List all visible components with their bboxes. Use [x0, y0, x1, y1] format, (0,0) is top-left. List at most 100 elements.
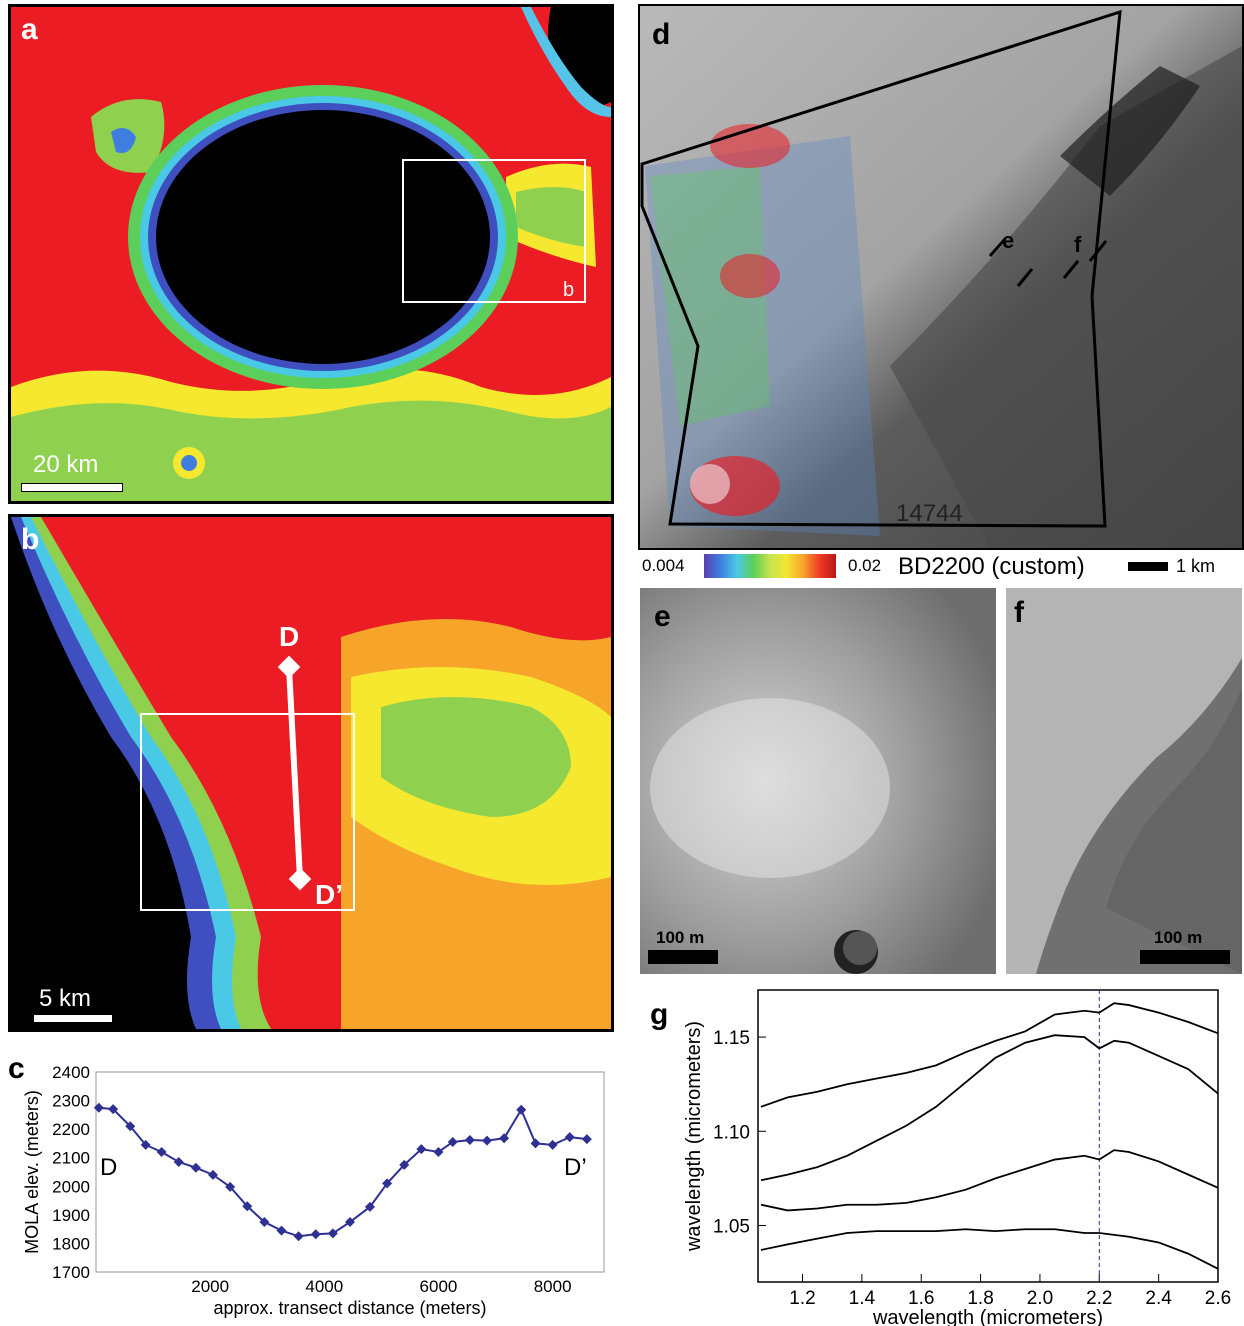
data-point	[276, 1225, 287, 1236]
panel-g-spectra: g 1.05 1.10 1.15 1.2 1.4 1.6 1.8 2.0 2.2 2.4 2.6 wa…	[640, 982, 1244, 1326]
x-axis-label: approx. transect distance (meters)	[213, 1298, 486, 1318]
data-point	[433, 1147, 444, 1157]
data-point	[208, 1169, 219, 1180]
panel-b-scale-bar	[33, 1014, 113, 1023]
data-point	[156, 1147, 167, 1157]
colorbar-max-label: 0.02	[848, 556, 882, 575]
panel-f-hirise	[1006, 588, 1242, 974]
panel-a-map	[11, 7, 611, 501]
data-point	[364, 1201, 375, 1212]
panel-e-scale-label: 100 m	[656, 928, 705, 947]
data-point	[447, 1137, 458, 1147]
panel-b-elevation-map: b D D’ 5 km	[8, 514, 614, 1032]
data-point	[190, 1162, 201, 1173]
colorbar-row: 0.004 0.02 BD2200 (custom) 1 km	[640, 552, 1244, 584]
x-axis-label: wavelength (micrometers)	[872, 1307, 1103, 1326]
panel-f-image: f 100 m	[1006, 588, 1242, 974]
start-label: D	[100, 1154, 117, 1181]
colorbar-min-label: 0.004	[642, 556, 685, 575]
data-point	[125, 1121, 136, 1132]
x-tick-label: 1.8	[967, 1288, 993, 1309]
panel-d-letter: d	[652, 18, 671, 51]
x-tick-label: 2000	[191, 1277, 229, 1296]
x-tick-label: 1.4	[849, 1288, 876, 1309]
spectrum-line-3	[760, 1149, 1219, 1212]
transect-end-label: D’	[315, 879, 343, 910]
x-tick-label: 2.4	[1145, 1288, 1172, 1309]
data-point	[399, 1159, 410, 1170]
panel-a-letter: a	[21, 13, 38, 46]
panel-d-scale-label: 1 km	[1176, 556, 1216, 576]
data-point	[416, 1144, 427, 1155]
x-tick-label: 1.6	[908, 1288, 934, 1309]
x-tick-label: 8000	[534, 1277, 572, 1296]
colorbar-title: BD2200 (custom)	[898, 553, 1085, 580]
y-tick-label: 2400	[52, 1063, 90, 1082]
data-point	[581, 1134, 592, 1145]
data-point	[547, 1139, 558, 1150]
data-point	[516, 1104, 527, 1115]
plot-frame	[757, 989, 1219, 1283]
panel-d-scale-bar	[1128, 562, 1168, 571]
data-point	[499, 1133, 510, 1144]
elevation-profile-chart: 1700 1800 1900 2000 2100 2200 2300 2400 2000 4000…	[22, 1063, 605, 1318]
spectra-chart: 1.05 1.10 1.15 1.2 1.4 1.6 1.8 2.0 2.2 2.4 2.6 wave…	[683, 989, 1231, 1326]
arrow-label-f: f	[1074, 232, 1082, 257]
panel-f-scale-label: 100 m	[1154, 928, 1203, 947]
spectrum-line-4	[760, 1228, 1219, 1270]
panel-d-image: d e f 14744	[638, 4, 1244, 550]
y-tick-label: 2300	[52, 1092, 90, 1111]
data-point	[327, 1228, 338, 1239]
panel-c-elevation-profile: c 1700 1800 1900 2000 2100 2200 2300 2400 2000 40…	[0, 1044, 616, 1326]
y-axis-label: wavelength (micrometers)	[683, 1021, 705, 1252]
y-tick-label: 2200	[52, 1120, 90, 1139]
panel-c-letter: c	[8, 1052, 25, 1085]
y-tick-label: 1800	[52, 1234, 90, 1253]
y-tick-label: 1900	[52, 1206, 90, 1225]
data-point	[530, 1138, 541, 1149]
data-point	[464, 1135, 475, 1145]
panel-b-scale-label: 5 km	[39, 985, 92, 1012]
colorbar	[704, 554, 836, 578]
y-tick-label: 1.05	[713, 1216, 750, 1237]
x-tick-label: 4000	[305, 1277, 343, 1296]
image-id-label: 14744	[896, 500, 963, 527]
data-point	[108, 1104, 119, 1115]
arrow-label-e: e	[1002, 228, 1015, 253]
panel-a-scale-bar	[21, 483, 123, 492]
panel-e-letter: e	[654, 600, 671, 633]
y-tick-label: 1.10	[713, 1122, 750, 1143]
spectrum-line-1	[760, 1002, 1219, 1108]
panel-g-letter: g	[650, 998, 669, 1031]
y-tick-label: 1.15	[713, 1028, 750, 1049]
panel-e-scale-bar	[648, 950, 718, 964]
data-point	[173, 1157, 184, 1167]
data-point	[345, 1217, 355, 1227]
inset-b-label: b	[563, 279, 575, 301]
panel-a-scale-label: 20 km	[33, 451, 99, 478]
end-label: D’	[564, 1154, 587, 1181]
data-point	[382, 1178, 393, 1189]
x-tick-label: 2.0	[1027, 1288, 1053, 1309]
data-point	[310, 1229, 321, 1240]
spectrum-line-2	[760, 1034, 1219, 1182]
x-tick-label: 6000	[420, 1277, 458, 1296]
panel-f-letter: f	[1014, 596, 1024, 629]
data-point	[564, 1132, 575, 1143]
data-point	[225, 1181, 236, 1192]
y-tick-label: 2000	[52, 1177, 90, 1196]
y-tick-label: 1700	[52, 1263, 90, 1282]
panel-d-map	[640, 6, 1242, 548]
x-tick-label: 1.2	[789, 1288, 815, 1309]
panel-e-hirise	[640, 588, 996, 974]
y-tick-label: 2100	[52, 1149, 90, 1168]
y-axis-label: MOLA elev. (meters)	[22, 1090, 42, 1254]
plot-area	[95, 1071, 605, 1273]
transect-start-label: D	[279, 621, 300, 652]
data-point	[293, 1231, 304, 1242]
data-point	[93, 1102, 104, 1113]
data-point	[481, 1135, 492, 1146]
data-point	[140, 1139, 151, 1150]
panel-e-image: e 100 m	[640, 588, 996, 974]
x-tick-label: 2.6	[1205, 1288, 1231, 1309]
